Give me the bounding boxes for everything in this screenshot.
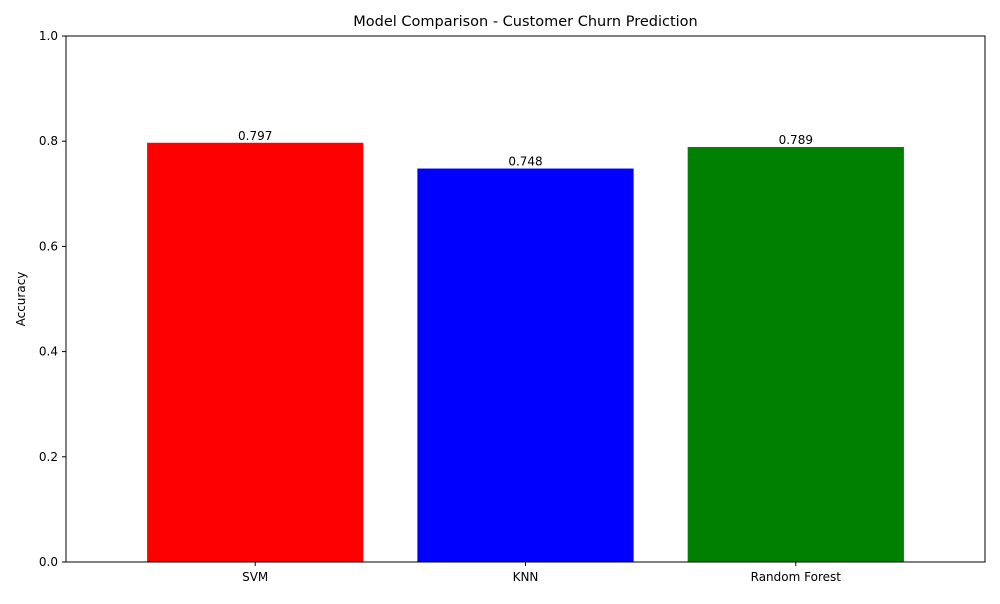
x-tick-label: SVM xyxy=(242,570,268,584)
ticks-layer: SVM KNN Random Forest 0.0 0.2 0.4 0.6 0.8 1.0 xyxy=(39,29,841,584)
y-tick-label: 1.0 xyxy=(39,29,58,43)
data-label: 0.797 xyxy=(238,129,272,143)
y-axis-label: Accuracy xyxy=(14,272,28,327)
y-tick-label: 0.6 xyxy=(39,239,58,253)
chart-title: Model Comparison - Customer Churn Predic… xyxy=(353,14,698,30)
x-tick-label: Random Forest xyxy=(751,570,842,584)
data-label: 0.748 xyxy=(508,155,542,169)
y-tick-label: 0.8 xyxy=(39,134,58,148)
bar-knn xyxy=(417,168,634,562)
bar-svm xyxy=(147,142,364,562)
y-tick-label: 0.4 xyxy=(39,345,58,359)
y-tick-label: 0.2 xyxy=(39,450,58,464)
y-tick-label: 0.0 xyxy=(39,555,58,569)
data-label: 0.789 xyxy=(779,133,813,147)
bar-random-forest xyxy=(687,146,904,562)
bars-layer: 0.797 0.748 0.789 xyxy=(147,129,904,562)
x-tick-label: KNN xyxy=(513,570,539,584)
axes-frame xyxy=(65,35,986,563)
